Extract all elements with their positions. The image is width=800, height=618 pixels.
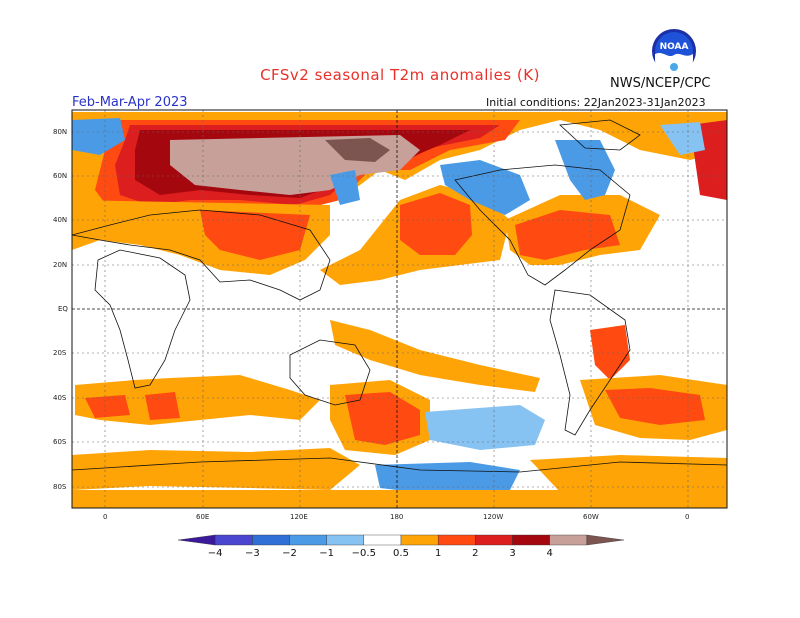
anomaly-fields (72, 110, 727, 508)
colorbar-label: −4 (207, 548, 223, 559)
warm-region (330, 320, 540, 392)
colorbar-segment (326, 534, 365, 546)
warm-region (72, 490, 727, 508)
colorbar-label: −3 (244, 548, 260, 559)
lat-label: 20N (53, 261, 68, 269)
lon-label: 0 (103, 513, 108, 521)
lat-label: 80N (53, 128, 68, 136)
warm-region (530, 455, 727, 494)
lat-label: 40S (53, 394, 67, 402)
warm-region (605, 388, 705, 425)
coastline-north-america (454, 164, 631, 286)
cool-region (425, 405, 545, 450)
warm-region (345, 392, 420, 445)
agency-label: NWS/NCEP/CPC (610, 76, 711, 91)
colorbar-label: 0.5 (393, 548, 409, 559)
colorbar-segment (252, 534, 290, 546)
colorbar-label: −2 (282, 548, 297, 559)
logo-text: NOAA (660, 42, 689, 52)
map-frame (71, 109, 728, 509)
coastline-africa (94, 249, 191, 389)
lon-label: 120W (483, 513, 504, 521)
cool-region (555, 140, 615, 200)
colorbar-segments (177, 534, 625, 546)
cool-region (72, 118, 125, 155)
warm-region (85, 395, 130, 418)
colorbar-segment (400, 534, 439, 546)
colorbar-segment (586, 534, 625, 546)
lon-label: 0 (685, 513, 690, 521)
map-title: CFSv2 seasonal T2m anomalies (K) (260, 66, 540, 84)
colorbar-segment (512, 534, 550, 546)
colorbar-segment (549, 534, 588, 546)
warm-region (400, 193, 472, 255)
colorbar-label: 1 (434, 548, 442, 559)
coastline-antarctica (72, 457, 727, 473)
logo-water (670, 63, 678, 71)
colorbar-label: 4 (546, 548, 553, 559)
lat-label: 40N (53, 216, 68, 224)
lat-label: 60S (53, 438, 67, 446)
colorbar-segment (214, 534, 253, 546)
colorbar-segment (437, 534, 476, 546)
lon-label: 120E (290, 513, 308, 521)
colorbar-segment (177, 534, 216, 546)
noaa-logo: NOAA (652, 29, 696, 74)
coastlines (72, 119, 727, 473)
warm-region (72, 448, 360, 490)
lat-label: 20S (53, 349, 67, 357)
coastline-south-america (549, 289, 631, 436)
cool-region (660, 122, 705, 155)
lat-label: 80S (53, 483, 67, 491)
forecast-period: Feb-Mar-Apr 2023 (72, 95, 188, 110)
colorbar-segment (363, 534, 402, 546)
colorbar-label: 3 (509, 548, 516, 559)
cool-region (440, 160, 530, 215)
lat-label: 60N (53, 172, 68, 180)
colorbar-segment (289, 534, 327, 546)
lon-label: 60W (583, 513, 599, 521)
lon-label: 180 (390, 513, 404, 521)
cool-region (330, 170, 360, 205)
warm-region (325, 138, 390, 162)
colorbar-label: 2 (472, 548, 479, 559)
colorbar-segment (475, 534, 513, 546)
coastline-greenland (559, 119, 641, 151)
colorbar-label: −0.5 (351, 548, 376, 559)
warm-region (590, 325, 630, 380)
warm-region (145, 392, 180, 420)
initial-conditions: Initial conditions: 22Jan2023-31Jan2023 (486, 96, 706, 109)
graticule (72, 110, 727, 508)
warm-region (200, 210, 310, 260)
colorbar-label: −1 (319, 548, 335, 559)
coastline-australia (289, 339, 371, 406)
lon-label: 60E (196, 513, 210, 521)
lat-label: EQ (58, 305, 68, 313)
